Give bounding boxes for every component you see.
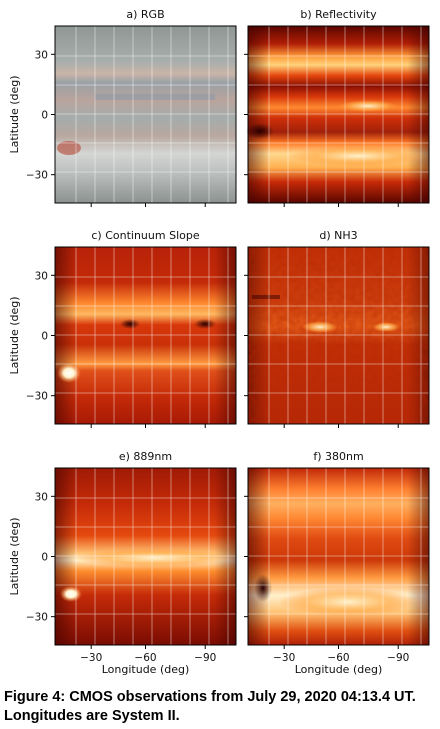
x-tick-label: −60 <box>327 652 349 664</box>
y-tick-label: 0 <box>41 552 48 564</box>
y-axis-label: Latitude (deg) <box>8 517 21 595</box>
figure-caption: Figure 4: CMOS observations from July 29… <box>4 689 416 724</box>
y-tick-label: 30 <box>35 49 48 61</box>
y-tick-label: −30 <box>26 391 48 403</box>
x-tick-label: −30 <box>80 652 102 664</box>
panel-grid <box>55 26 236 203</box>
panel-grid <box>55 468 236 645</box>
panel-image <box>248 468 429 645</box>
panel-grid <box>55 247 236 424</box>
figure-grid: a) RGB 30 0 −30 Latitude (deg) b) Reflectivit… <box>8 8 430 676</box>
panel-a: a) RGB 30 0 −30 Latitude (deg) <box>8 8 237 207</box>
panel-title: c) Continuum Slope <box>91 229 199 242</box>
x-tick-label: −90 <box>387 652 409 664</box>
panel-grid <box>248 26 429 203</box>
y-tick-label: 30 <box>35 270 48 282</box>
panel-b: b) Reflectivity <box>244 8 430 207</box>
panel-title: e) 889nm <box>119 450 172 463</box>
panel-image <box>248 247 429 424</box>
panel-title: d) NH3 <box>319 229 357 242</box>
y-axis-label: Latitude (deg) <box>8 75 21 153</box>
panel-title: f) 380nm <box>313 450 363 463</box>
panel-image <box>55 468 236 645</box>
panel-title: b) Reflectivity <box>300 8 377 21</box>
x-tick-label: −90 <box>194 652 216 664</box>
panel-e: e) 889nm 30 0 −30 −30 −60 −90 Latitude (deg) Lon… <box>8 450 237 676</box>
x-tick-label: −60 <box>134 652 156 664</box>
y-tick-label: −30 <box>26 170 48 182</box>
y-tick-label: 0 <box>41 331 48 343</box>
panel-grid <box>248 468 429 645</box>
panel-grid <box>248 247 429 424</box>
y-axis-label: Latitude (deg) <box>8 296 21 374</box>
panel-d: d) NH3 <box>244 229 430 428</box>
panel-image <box>55 247 236 424</box>
x-tick-label: −30 <box>273 652 295 664</box>
y-tick-label: 0 <box>41 110 48 122</box>
panel-image <box>55 26 236 203</box>
x-axis-label: Longitude (deg) <box>295 663 383 676</box>
panel-image <box>246 26 429 203</box>
y-tick-label: 30 <box>35 491 48 503</box>
panel-f: f) 380nm −30 −60 −90 Longitude (deg) <box>244 450 430 676</box>
panel-title: a) RGB <box>126 8 164 21</box>
y-tick-label: −30 <box>26 612 48 624</box>
panel-c: c) Continuum Slope 30 0 −30 Latitude (deg) <box>8 229 237 428</box>
x-axis-label: Longitude (deg) <box>102 663 190 676</box>
